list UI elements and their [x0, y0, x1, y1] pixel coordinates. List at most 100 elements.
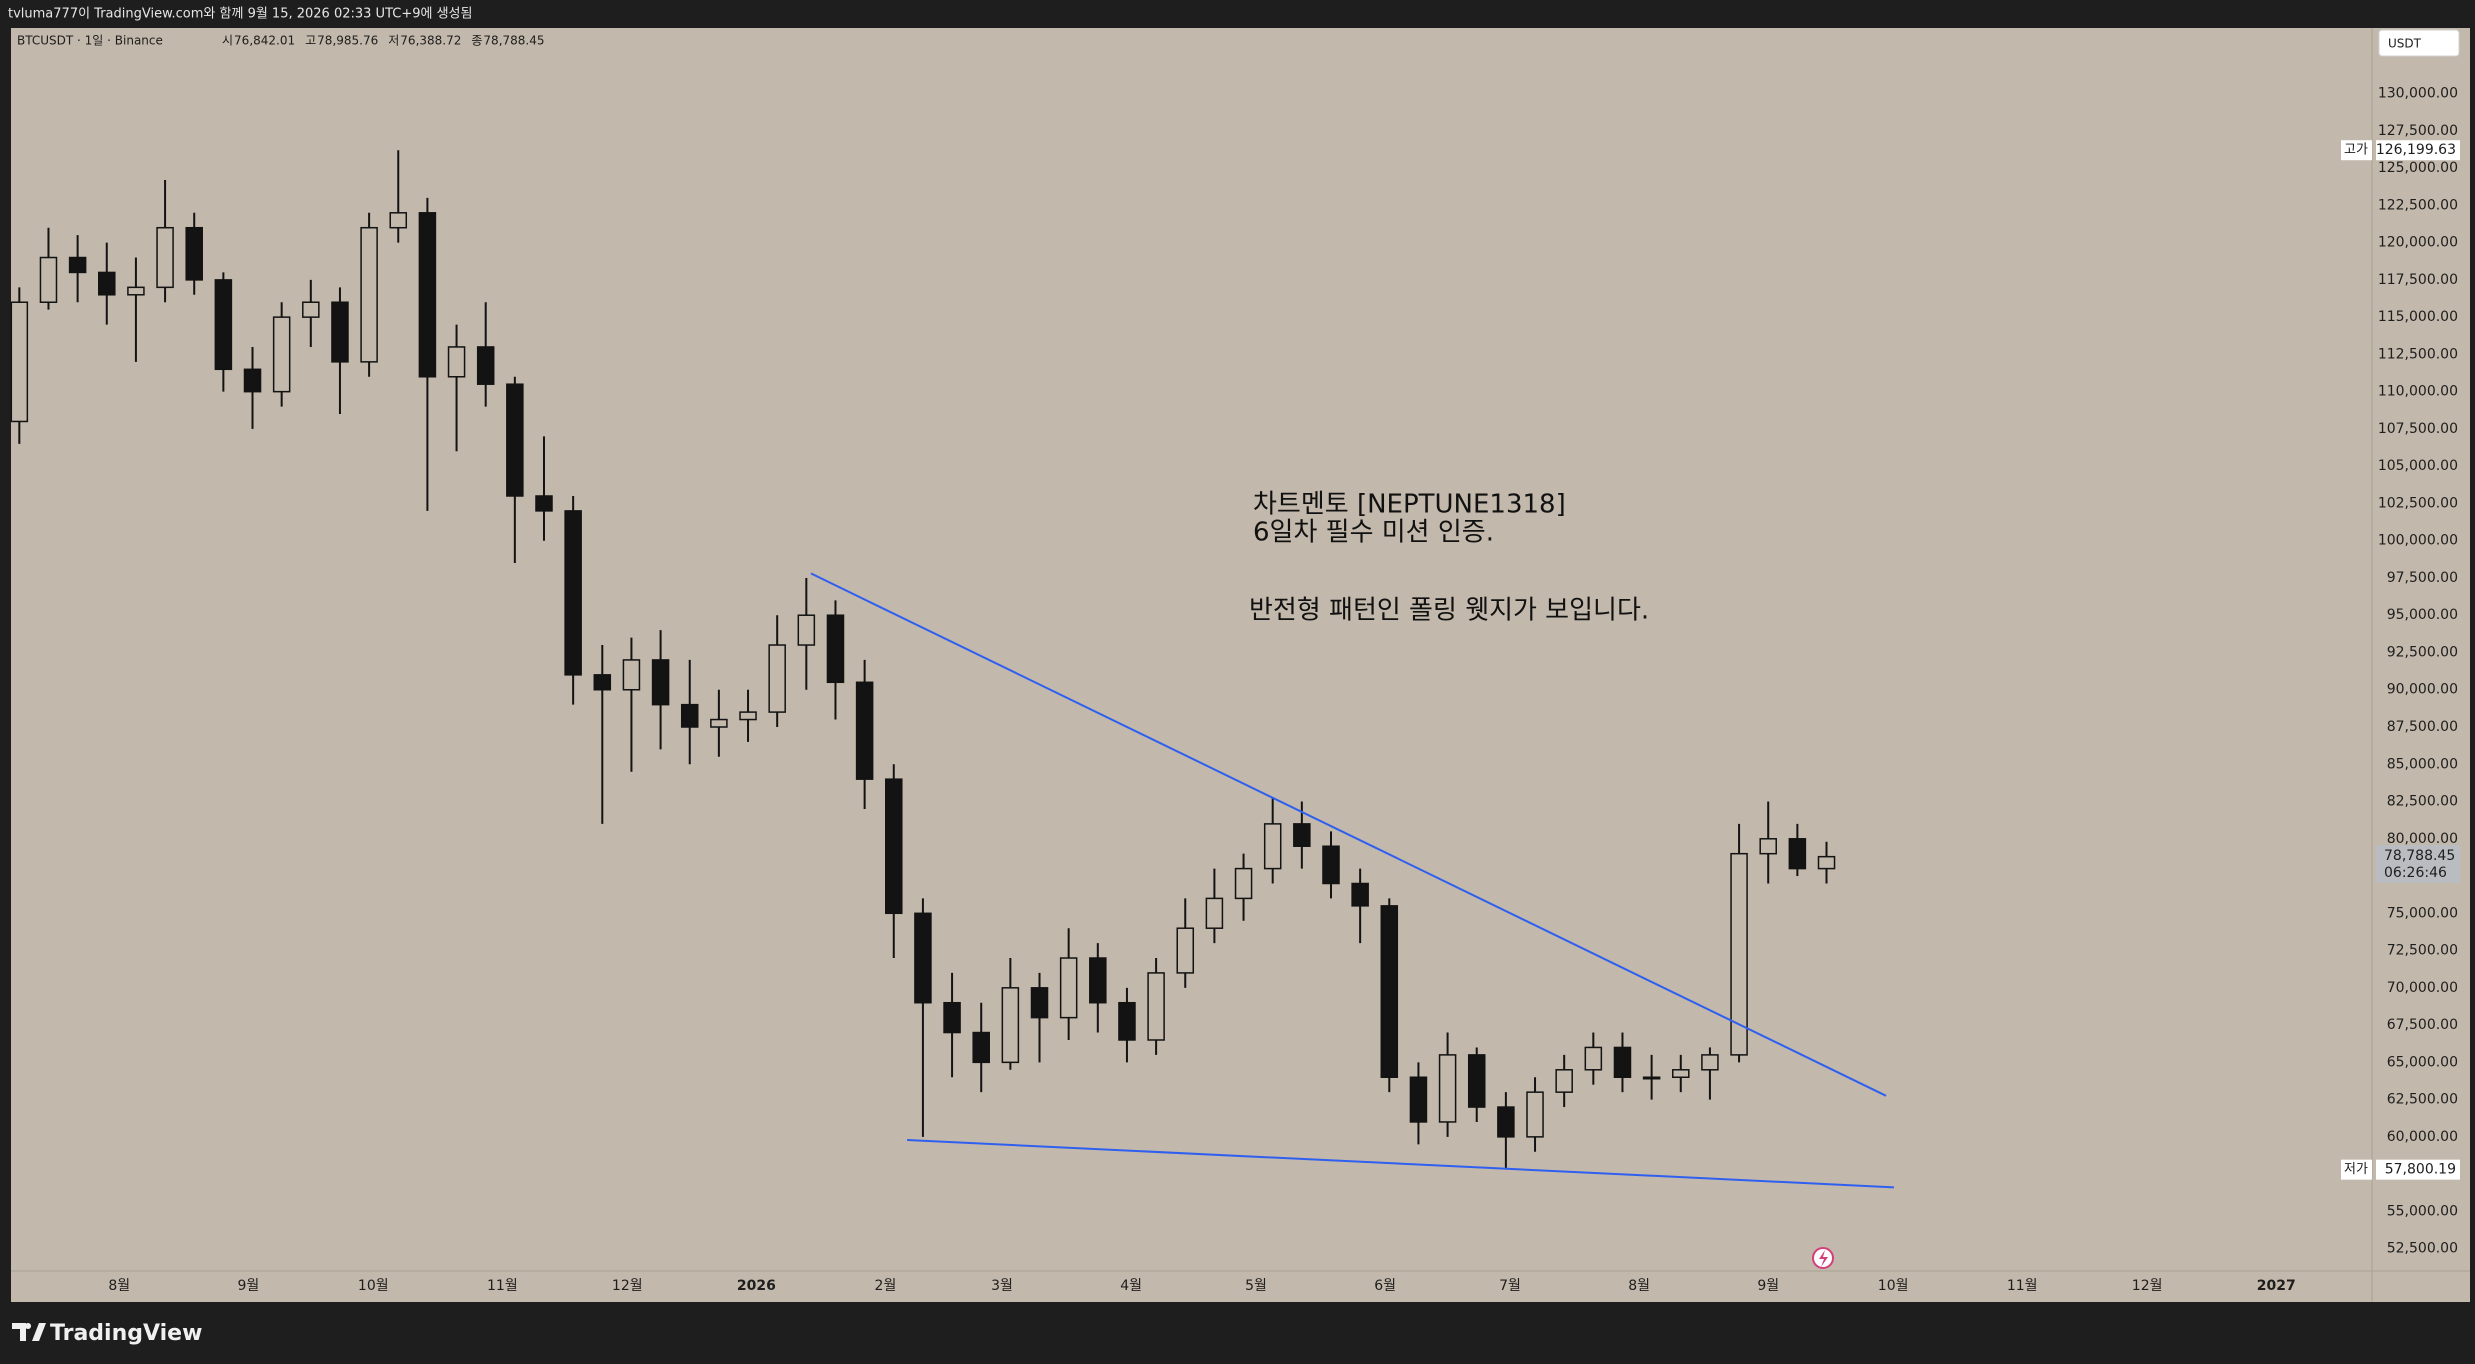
- candle-body: [1030, 987, 1049, 1019]
- brand: TradingView: [50, 1321, 202, 1346]
- candle-body: [1205, 897, 1224, 929]
- candle: [885, 764, 903, 959]
- candle-body: [710, 718, 728, 728]
- footer-bar: [0, 1302, 2475, 1364]
- top-bar: [0, 0, 2475, 27]
- y-tick-label: 55,000.00: [2387, 1203, 2458, 1219]
- candle: [1263, 797, 1282, 884]
- candle: [389, 150, 408, 243]
- ohlc-value: 78,788.45: [483, 34, 544, 48]
- candle-body: [885, 778, 903, 915]
- y-tick-label: 52,500.00: [2387, 1241, 2458, 1257]
- candle: [39, 227, 58, 310]
- y-tick-label: 100,000.00: [2378, 533, 2458, 549]
- icon-bolt[interactable]: [1819, 1250, 1828, 1267]
- candle: [214, 272, 233, 392]
- button-bg[interactable]: [2378, 29, 2460, 57]
- candle: [593, 645, 612, 824]
- candle-body: [1759, 838, 1777, 855]
- candle-body: [1118, 1001, 1136, 1041]
- marker-value: 57,800.19: [2385, 1162, 2456, 1178]
- candle: [1351, 868, 1369, 944]
- y-tick-label: 72,500.00: [2387, 943, 2458, 959]
- x-tick-label: 2027: [2257, 1278, 2296, 1294]
- candle-body: [768, 644, 786, 713]
- candle: [506, 376, 524, 564]
- x-tick-label: 3월: [991, 1278, 1013, 1294]
- candle-body: [535, 495, 553, 512]
- y-tick-label: 95,000.00: [2387, 607, 2458, 623]
- candle-body: [855, 681, 874, 780]
- candle-body: [1817, 855, 1836, 870]
- candle: [564, 495, 582, 705]
- marker-tag: 고가: [2344, 143, 2368, 158]
- caption: tvluma777이 TradingView.com와 함께 9월 15, 20…: [8, 7, 472, 22]
- candle-body: [593, 674, 612, 691]
- currency-label[interactable]: USDT: [2388, 37, 2422, 51]
- chart-background: [11, 28, 2470, 1302]
- candle: [1322, 831, 1340, 899]
- candle-body: [10, 301, 29, 423]
- candle: [768, 615, 786, 728]
- alert-icon[interactable]: [1812, 1247, 1834, 1269]
- candle-body: [739, 711, 757, 721]
- ohlc-value: 76,388.72: [400, 34, 461, 48]
- candle-body: [1409, 1076, 1428, 1123]
- ohlc-name: 저: [388, 34, 399, 48]
- candle-body: [1380, 905, 1399, 1078]
- candle: [1642, 1054, 1661, 1100]
- candle: [1467, 1047, 1486, 1122]
- candle: [10, 287, 29, 444]
- candle: [972, 1002, 990, 1093]
- candle: [710, 689, 728, 757]
- currency-button[interactable]: USDT: [2378, 29, 2460, 57]
- candle: [302, 279, 320, 347]
- y-tick-label: 105,000.00: [2378, 458, 2458, 474]
- y-tick-label: 110,000.00: [2378, 384, 2458, 400]
- candle: [1613, 1032, 1632, 1093]
- candle: [185, 212, 203, 295]
- logo-icon: [12, 1323, 46, 1341]
- candle: [1788, 823, 1807, 877]
- y-tick-label: 80,000.00: [2387, 831, 2458, 847]
- countdown: 06:26:46: [2384, 865, 2447, 881]
- candle-body: [1059, 957, 1078, 1019]
- ohlc-name: 시: [222, 34, 233, 48]
- x-tick-label: 12월: [2132, 1278, 2163, 1294]
- last-price: 78,788.45: [2384, 848, 2455, 864]
- candle: [156, 180, 174, 303]
- candle-body: [1089, 957, 1107, 1004]
- candle-body: [1613, 1046, 1632, 1078]
- candle: [1438, 1032, 1457, 1137]
- y-tick-label: 112,500.00: [2378, 346, 2458, 362]
- candle-body: [1001, 987, 1020, 1064]
- candle-body: [476, 346, 495, 385]
- candle: [826, 600, 845, 720]
- candle: [739, 689, 757, 742]
- candle: [1672, 1054, 1690, 1093]
- candle-body: [1293, 823, 1311, 847]
- candle-body: [39, 256, 58, 303]
- y-tick-label: 97,500.00: [2387, 570, 2458, 586]
- candle-body: [214, 279, 233, 371]
- candle-body: [156, 226, 174, 289]
- candle: [1059, 928, 1078, 1040]
- candle-body: [185, 226, 203, 281]
- candle-body: [1176, 927, 1195, 974]
- candle: [1380, 898, 1399, 1093]
- marker-value-bg: [2376, 140, 2460, 161]
- marker-tag: 저가: [2344, 1162, 2368, 1177]
- candle: [1759, 801, 1777, 884]
- candle-body: [243, 368, 262, 393]
- candle-body: [1322, 845, 1340, 885]
- candle: [272, 302, 291, 407]
- candle-body: [1555, 1069, 1573, 1093]
- candle-body: [447, 346, 466, 378]
- candle-body: [1672, 1069, 1690, 1078]
- candle-body: [1147, 972, 1165, 1041]
- candle-body: [1584, 1046, 1603, 1071]
- candle-body: [1263, 823, 1282, 870]
- candle: [535, 436, 553, 541]
- y-tick-label: 90,000.00: [2387, 682, 2458, 698]
- candle: [68, 235, 87, 303]
